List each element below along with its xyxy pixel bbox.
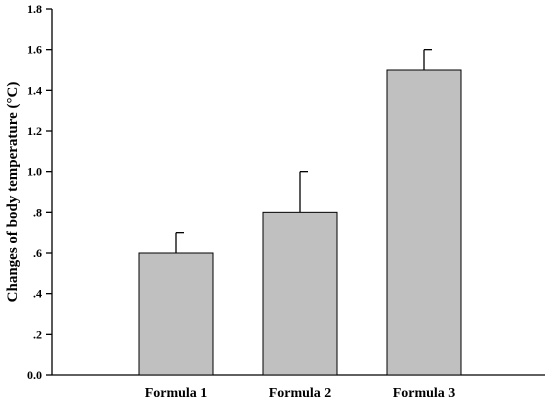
bar (138, 252, 214, 376)
y-tick-label: 1.0 (27, 165, 42, 179)
bars (138, 69, 462, 376)
x-tick-label: Formula 2 (269, 386, 332, 401)
y-tick-label: 1.4 (27, 83, 42, 97)
x-axis-labels: Formula 1 Formula 2 Formula 3 (145, 386, 456, 401)
y-tick-label: .6 (33, 246, 42, 260)
bar (262, 211, 338, 376)
y-tick-label: .8 (33, 205, 42, 219)
error-bars (175, 49, 432, 253)
x-tick-label: Formula 3 (393, 386, 456, 401)
bar (386, 69, 462, 376)
y-tick-label: .4 (33, 287, 42, 301)
x-tick-label: Formula 1 (145, 386, 208, 401)
y-tick-label: .2 (33, 327, 42, 341)
y-tick-label: 1.2 (27, 124, 42, 138)
y-axis-title: Changes of body temperature (°C) (5, 82, 21, 303)
y-tick-label: 1.6 (27, 43, 42, 57)
y-tick-label: 1.8 (27, 2, 42, 16)
y-axis-ticks: 0.0 .2 .4 .6 .8 1.0 1.2 1.4 1.6 1.8 (27, 2, 52, 382)
y-tick-label: 0.0 (27, 368, 42, 382)
